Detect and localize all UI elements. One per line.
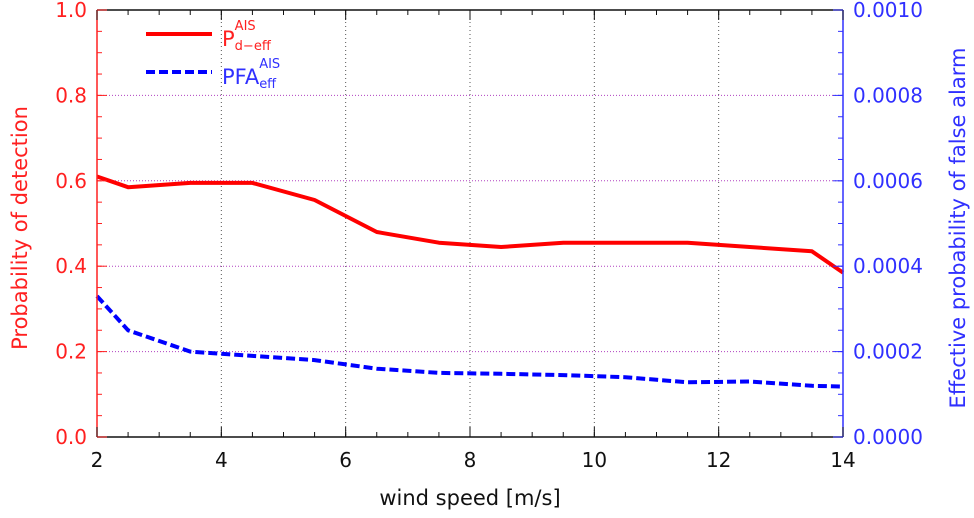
legend: PAIS d−eff PFAAIS eff [146,19,280,92]
legend-label-detection: PAIS d−eff [222,19,272,54]
legend-label-false-alarm: PFAAIS eff [222,57,280,92]
y-right-tick-label: 0.0004 [853,254,923,278]
x-tick-label: 2 [91,448,104,472]
y-right-tick-label: 0.0006 [853,169,923,193]
series-line-detection [96,174,845,275]
x-tick-label: 10 [582,448,607,472]
y-right-tick-label: 0.0002 [853,340,923,364]
y-left-tick-label: 0.6 [55,169,87,193]
y-left-tick-label: 0.4 [55,254,87,278]
x-tick-label: 8 [464,448,477,472]
legend-label-false-alarm-sub: eff [259,77,277,92]
y-left-tick-label: 0.8 [55,83,87,107]
legend-label-detection-sub: d−eff [235,39,272,54]
legend-label-false-alarm-sup: AIS [259,57,280,72]
x-tick-label: 4 [215,448,228,472]
legend-label-detection-main: P [222,27,235,51]
series-line-false-alarm [95,294,844,389]
legend-label-false-alarm-main: PFA [222,65,260,89]
y-left-tick-label: 0.0 [55,425,87,449]
legend-label-detection-sup: AIS [235,19,256,34]
y-left-tick-label: 0.2 [55,340,87,364]
x-tick-label: 6 [339,448,352,472]
y-axis-left-title: Probability of detection [8,106,32,350]
tick-labels: 2 4 6 8 10 12 14 0.0 0.2 0.4 0.6 0.8 1.0 0.0000 0.0002… [55,0,923,472]
x-axis-title: wind speed [m/s] [379,486,560,510]
grid-lines [97,10,843,437]
y-axis-right-title: Effective probability of false alarm [946,48,970,409]
y-right-tick-label: 0.0000 [853,425,923,449]
y-right-tick-label: 0.0010 [853,0,923,22]
x-tick-label: 14 [830,448,855,472]
y-left-tick-label: 1.0 [55,0,87,22]
axes [96,9,844,438]
series-layer [95,174,845,389]
x-tick-label: 12 [706,448,731,472]
y-right-tick-label: 0.0008 [853,83,923,107]
